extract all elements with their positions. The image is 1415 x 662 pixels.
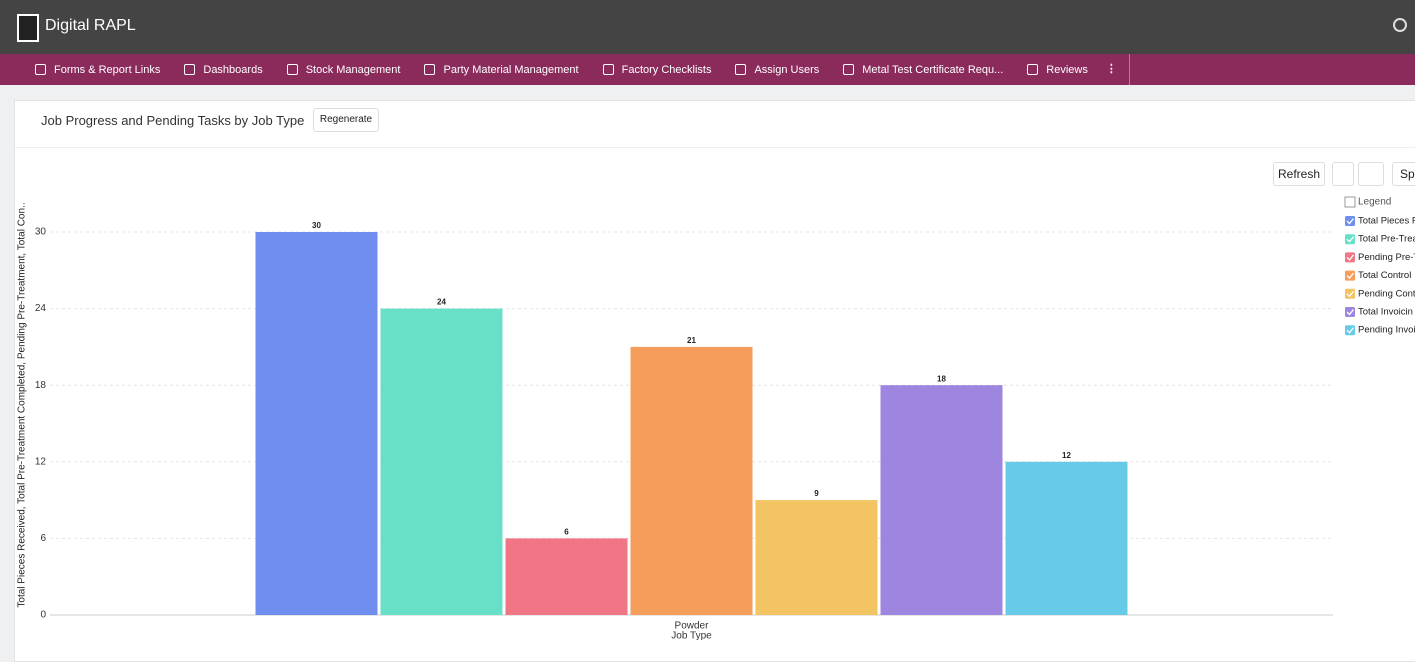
chart: 0 6 12 18 24 30 Total Pieces Received, Total P… [17, 196, 1415, 640]
nav-item[interactable]: Reviews [1027, 64, 1088, 76]
nav-label: Stock Management [305, 63, 401, 76]
more-menu[interactable]: ⋮ [1106, 54, 1130, 85]
legend-label: Pending Cont [1358, 288, 1415, 299]
refresh-button[interactable]: Refresh [1273, 162, 1325, 186]
app-header: Digital RAPL [0, 0, 1415, 54]
y-tick-label: 12 [35, 456, 47, 467]
bar [1005, 461, 1128, 615]
y-tick-label: 6 [40, 533, 46, 544]
legend-label: Total Control [1358, 270, 1411, 281]
nav-label: Assign Users [754, 63, 820, 76]
bar [880, 385, 1003, 615]
divider [15, 147, 1415, 148]
value-label: 6 [564, 528, 569, 537]
legend-label: Pending Invoi [1358, 325, 1415, 336]
legend-check [1346, 218, 1355, 225]
nav-label: Party Material Management [443, 63, 579, 76]
nav-label: Factory Checklists [621, 63, 712, 76]
nav-label: Forms & Report Links [54, 63, 161, 76]
legend-check [1346, 254, 1355, 261]
legend-check [1346, 290, 1355, 298]
nav-icon [843, 64, 855, 75]
nav-item[interactable]: Metal Test Certificate Requ... [843, 64, 1003, 76]
bar [630, 346, 753, 615]
nav-item[interactable]: Forms & Report Links [35, 64, 160, 76]
nav-icon [1027, 64, 1039, 75]
legend-title: Legend [1358, 197, 1391, 208]
nav-item[interactable]: Stock Management [286, 63, 401, 76]
y-axis-label: Total Pieces Received, Total Pre-Treatme… [17, 202, 28, 607]
y-tick-label: 0 [40, 610, 46, 621]
legend-swatch [1345, 307, 1355, 317]
value-label: 9 [814, 489, 819, 498]
nav-label: Dashboards [203, 63, 263, 76]
legend-swatch [1345, 325, 1355, 336]
legend-check [1346, 272, 1355, 280]
panel-title: Job Progress and Pending Tasks by Job Ty… [41, 113, 305, 128]
nav-icon [35, 64, 46, 75]
split-button[interactable]: Spli [1392, 162, 1415, 186]
value-label: 18 [937, 374, 946, 383]
legend-check [1346, 327, 1355, 334]
nav-item[interactable]: Factory Checklists [602, 63, 712, 76]
app-title[interactable]: Digital RAPL [45, 17, 136, 34]
legend-swatch [1345, 252, 1355, 263]
nav-bar: Forms & Report Links Dashboards Stock Mana… [0, 54, 1415, 85]
nav-icon [286, 64, 298, 75]
nav-item[interactable]: Assign Users [735, 64, 819, 76]
bar [380, 308, 503, 615]
value-label: 30 [312, 221, 321, 230]
legend-label: Pending Pre-T [1358, 252, 1415, 263]
legend-checkbox [1344, 196, 1356, 208]
legend-label: Total Pre-Trea [1358, 234, 1415, 245]
x-tick-label: Powder [675, 621, 710, 632]
nav-label: Reviews [1046, 63, 1088, 76]
bar [255, 232, 378, 615]
legend-label: Total Invoicin [1358, 307, 1413, 318]
y-tick-label: 18 [35, 380, 47, 391]
legend-check [1346, 309, 1355, 316]
bar [505, 538, 628, 615]
nav-icon [424, 64, 436, 75]
bar [755, 500, 878, 615]
regenerate-button[interactable]: Regenerate [313, 108, 379, 132]
legend-swatch [1345, 270, 1355, 281]
value-label: 12 [1062, 451, 1071, 460]
nav-item[interactable]: Dashboards [184, 63, 263, 76]
logo[interactable] [17, 14, 39, 42]
legend-label: Total Pieces R [1358, 216, 1415, 227]
legend-check [1346, 236, 1355, 243]
legend-swatch [1345, 216, 1355, 226]
x-axis-label: Job Type [671, 631, 712, 640]
y-tick-label: 24 [35, 303, 47, 314]
settings-icon[interactable] [1393, 18, 1407, 32]
nav-icon [735, 64, 747, 75]
nav-icon [602, 64, 614, 75]
value-label: 24 [437, 298, 446, 307]
export-button[interactable] [1358, 162, 1384, 186]
chart-type-button[interactable] [1332, 162, 1354, 186]
y-tick-label: 30 [35, 227, 47, 238]
nav-item[interactable]: Party Material Management [424, 63, 579, 76]
nav-label: Metal Test Certificate Requ... [862, 63, 1004, 76]
nav-icon [184, 64, 196, 75]
value-label: 21 [687, 336, 696, 345]
legend-swatch [1345, 288, 1355, 299]
legend-swatch [1345, 234, 1355, 245]
